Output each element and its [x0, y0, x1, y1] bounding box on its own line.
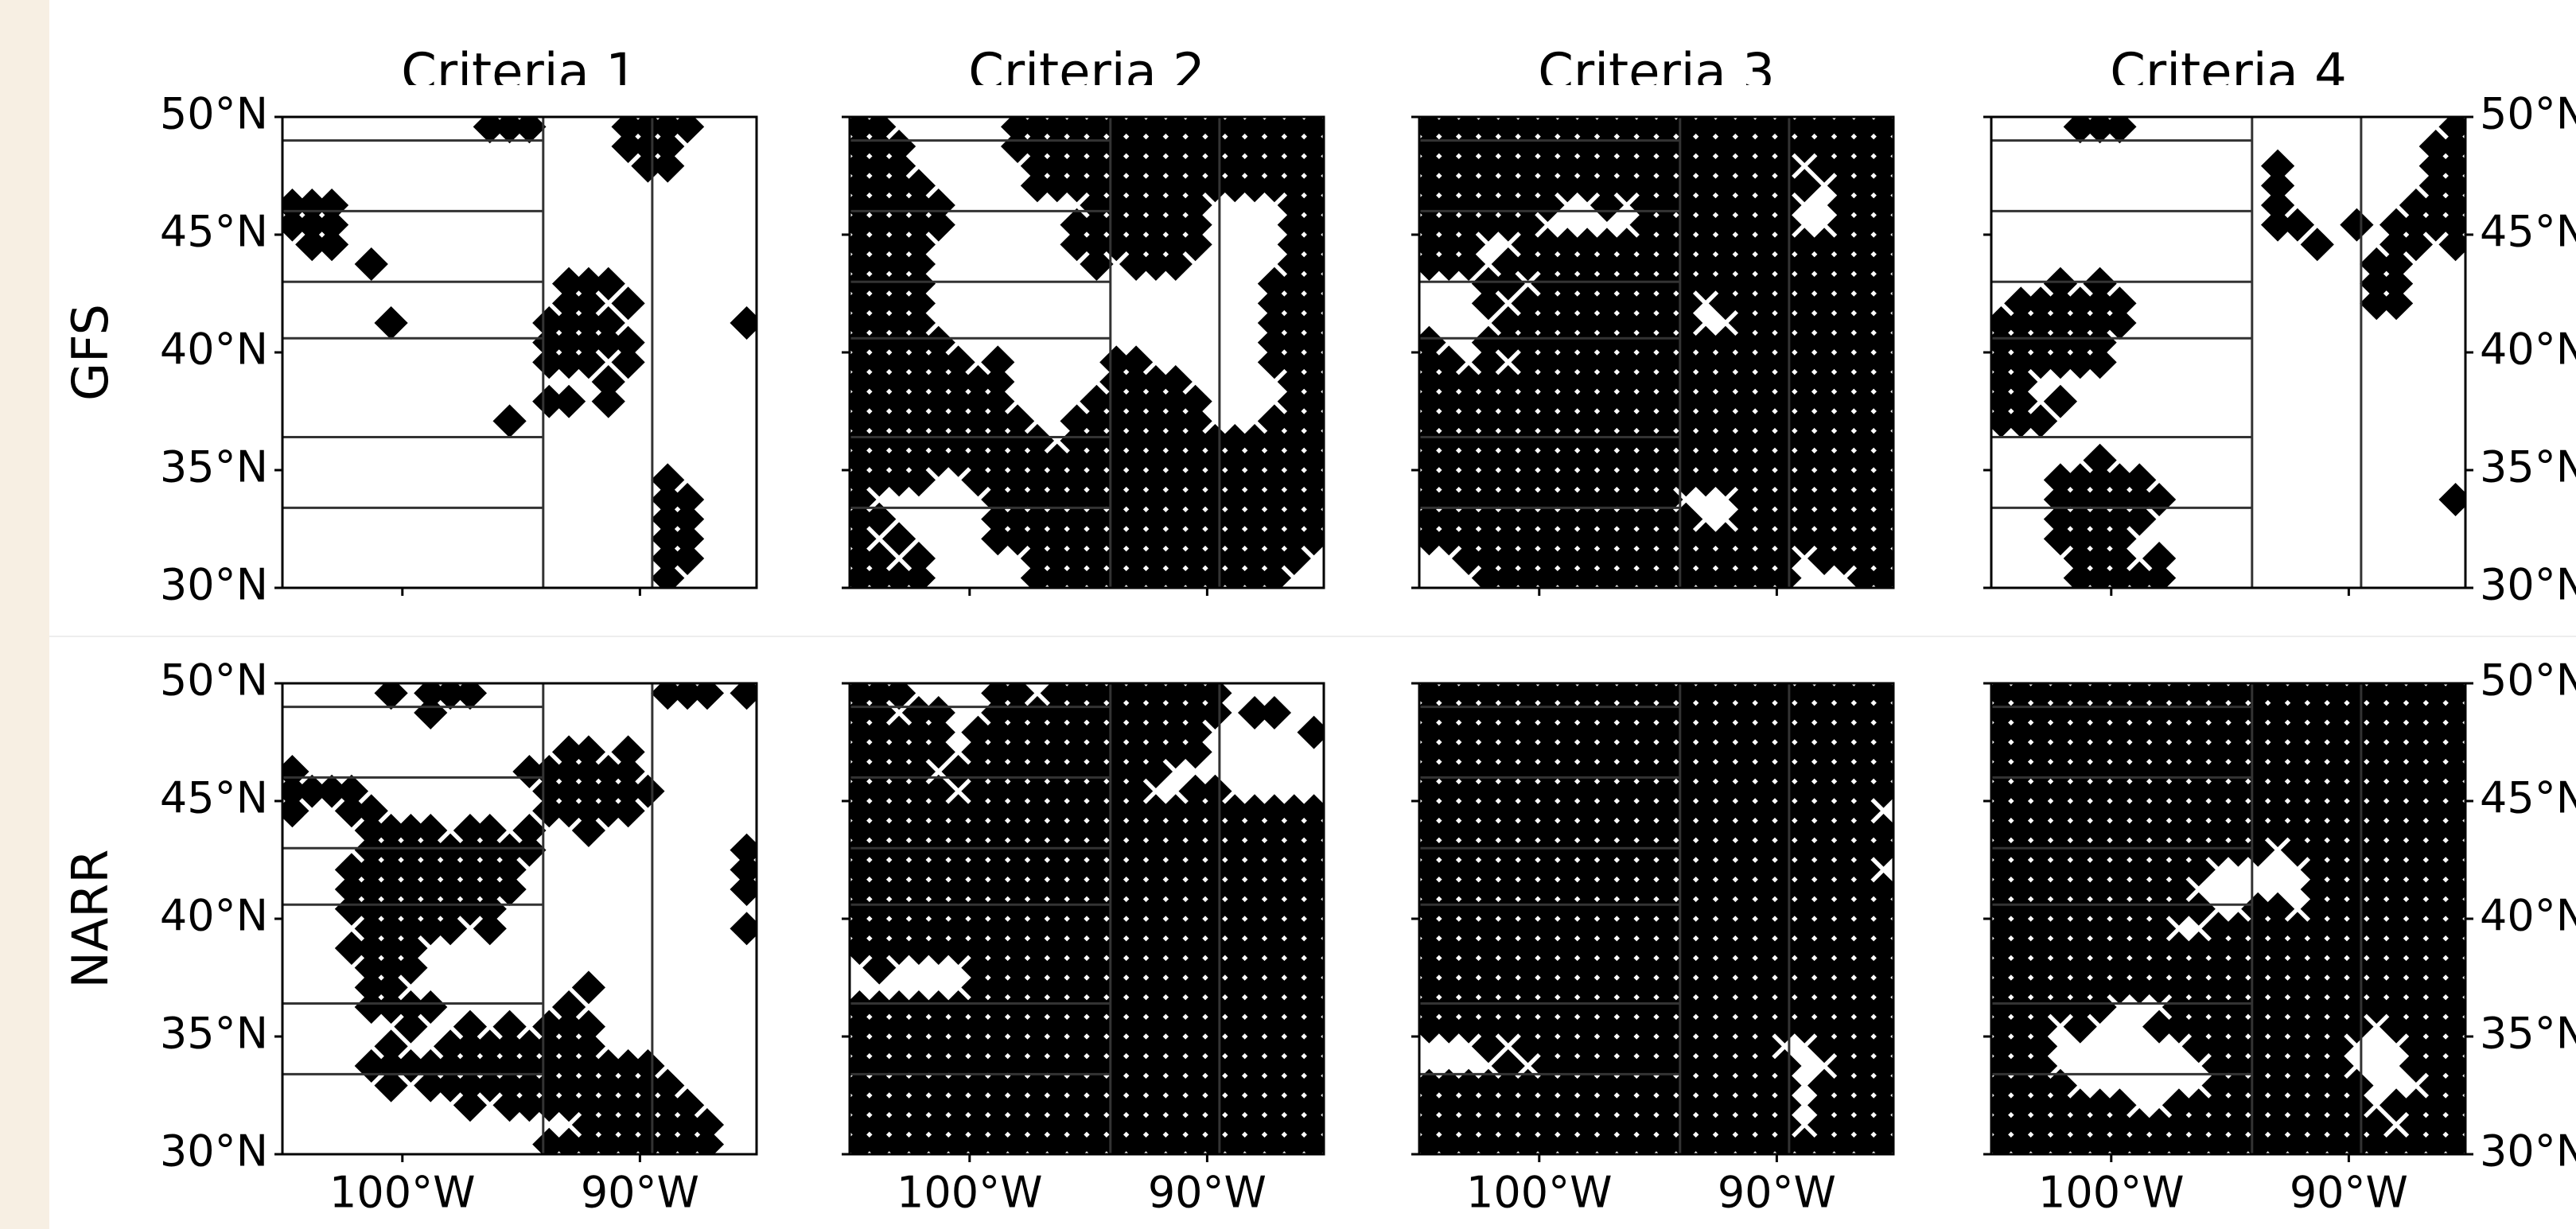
- lat-tick-label: 40°N: [160, 325, 268, 375]
- lat-tick-label: 30°N: [2480, 560, 2576, 610]
- lat-tick-label: 35°N: [160, 1009, 268, 1059]
- lat-tick-label: 40°N: [160, 891, 268, 941]
- map-panel: [275, 110, 763, 594]
- lon-tick-label: 90°W: [2290, 1168, 2408, 1218]
- lon-tick-label: 100°W: [897, 1168, 1042, 1218]
- lat-tick-label: 45°N: [160, 207, 268, 257]
- panel-frame-mask: [818, 651, 1356, 683]
- panel-frame-mask: [251, 651, 788, 683]
- row-label: NARR: [61, 850, 119, 989]
- panel-frame-mask: [1959, 85, 2497, 117]
- lat-tick-label: 45°N: [2480, 207, 2576, 257]
- lon-tick-label: 100°W: [2038, 1168, 2184, 1218]
- panel-frame-mask: [1959, 651, 2497, 683]
- lat-tick-label: 30°N: [160, 560, 268, 610]
- lat-tick-label: 35°N: [2480, 1009, 2576, 1059]
- panel-frame-mask: [818, 588, 1356, 620]
- panel-frame-mask: [1324, 683, 1356, 1154]
- lat-tick-label: 45°N: [2480, 773, 2576, 823]
- panel-frame-mask: [251, 588, 788, 620]
- lat-tick-label: 40°N: [2480, 325, 2576, 375]
- panel-frame-mask: [1387, 85, 1925, 117]
- lon-tick-label: 100°W: [329, 1168, 475, 1218]
- panel-frame-mask: [1324, 117, 1356, 588]
- panel-frame-mask: [757, 683, 788, 1154]
- map-panel: [842, 676, 1330, 1161]
- lat-tick-label: 50°N: [160, 89, 268, 139]
- map-panel: [1984, 676, 2472, 1161]
- panel-frame-mask: [1893, 683, 1925, 1154]
- panel-frame-mask: [757, 117, 788, 588]
- lat-tick-label: 30°N: [160, 1126, 268, 1176]
- lat-tick-label: 35°N: [160, 442, 268, 492]
- map-panel: [275, 676, 763, 1161]
- lat-tick-label: 50°N: [2480, 89, 2576, 139]
- lat-tick-label: 40°N: [2480, 891, 2576, 941]
- row-label: GFS: [61, 304, 119, 401]
- panel-frame-mask: [1959, 588, 2497, 620]
- map-panel: [1984, 110, 2472, 594]
- map-panel: [1412, 676, 1900, 1161]
- lat-tick-label: 50°N: [2480, 655, 2576, 706]
- lat-tick-label: 50°N: [160, 655, 268, 706]
- lon-tick-label: 100°W: [1466, 1168, 1612, 1218]
- lon-tick-label: 90°W: [1148, 1168, 1267, 1218]
- panel-frame-mask: [818, 85, 1356, 117]
- lon-tick-label: 90°W: [581, 1168, 699, 1218]
- side-strip: [0, 0, 49, 1229]
- map-panel: [842, 110, 1330, 594]
- lat-tick-label: 45°N: [160, 773, 268, 823]
- figure: Criteria 1Criteria 2Criteria 3Criteria 4…: [0, 0, 2576, 1229]
- map-panel: [1412, 110, 1900, 594]
- lat-tick-label: 35°N: [2480, 442, 2576, 492]
- panel-frame-mask: [1893, 117, 1925, 588]
- lat-tick-label: 30°N: [2480, 1126, 2576, 1176]
- lon-tick-label: 90°W: [1718, 1168, 1836, 1218]
- panel-frame-mask: [1387, 651, 1925, 683]
- panel-frame-mask: [251, 85, 788, 117]
- panel-frame-mask: [1387, 588, 1925, 620]
